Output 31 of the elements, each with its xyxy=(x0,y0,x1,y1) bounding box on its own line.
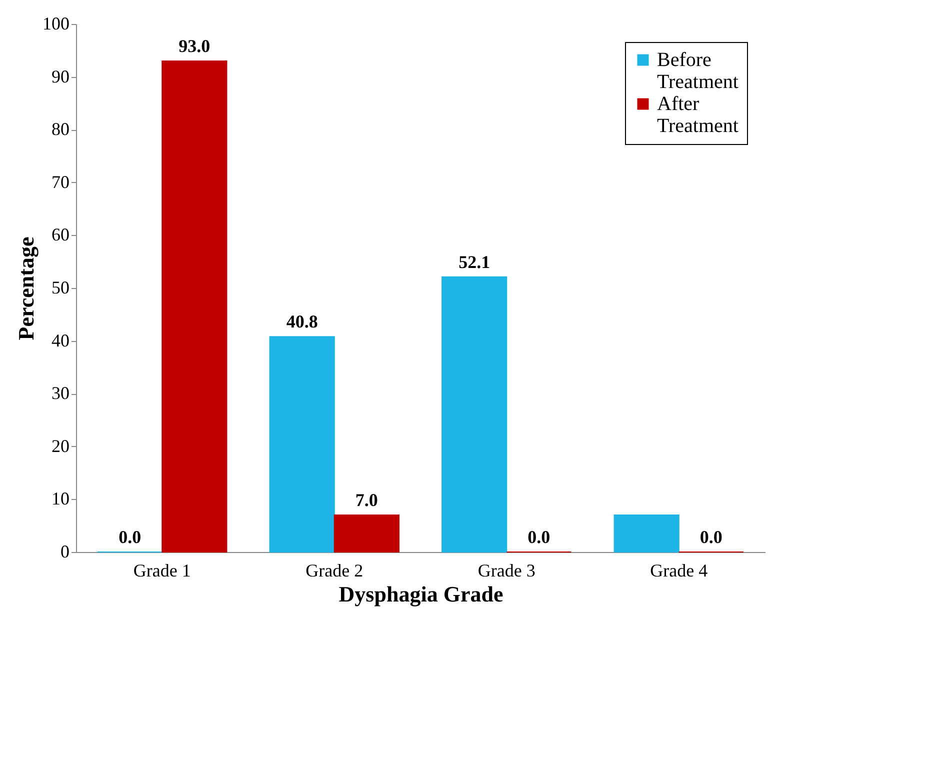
bar xyxy=(334,514,400,552)
x-tick-label: Grade 2 xyxy=(306,560,364,580)
legend-label: After Treatment xyxy=(657,93,739,137)
y-tick-label: 80 xyxy=(52,119,70,140)
y-tick-label: 40 xyxy=(52,330,70,350)
y-tick-label: 20 xyxy=(52,436,70,456)
y-tick-label: 10 xyxy=(52,488,70,509)
data-label: 0.0 xyxy=(700,527,722,547)
bar xyxy=(162,60,228,552)
bar xyxy=(269,336,335,552)
data-label: 52.1 xyxy=(458,252,490,272)
data-label: 0.0 xyxy=(118,527,142,547)
x-tick-label: Grade 1 xyxy=(133,560,191,580)
y-tick-label: 50 xyxy=(52,278,70,298)
data-label: 40.8 xyxy=(286,312,318,332)
y-tick-label: 60 xyxy=(52,224,70,245)
y-tick-label: 70 xyxy=(52,172,70,192)
data-label: 7.0 xyxy=(355,490,378,510)
data-label: 93.0 xyxy=(178,36,210,56)
x-axis-title: Dysphagia Grade xyxy=(338,582,504,606)
y-tick-label: 90 xyxy=(52,66,70,86)
x-tick-label: Grade 3 xyxy=(478,560,536,580)
x-tick-label: Grade 4 xyxy=(650,560,708,580)
y-tick-label: 100 xyxy=(42,14,70,34)
data-label: 0.0 xyxy=(528,527,550,547)
legend-label: Before Treatment xyxy=(657,49,739,93)
y-tick-label: 30 xyxy=(52,383,70,404)
y-axis-title: Percentage xyxy=(14,236,38,340)
y-tick-label: 0 xyxy=(60,542,70,562)
bar xyxy=(614,514,680,552)
bar xyxy=(442,276,508,552)
